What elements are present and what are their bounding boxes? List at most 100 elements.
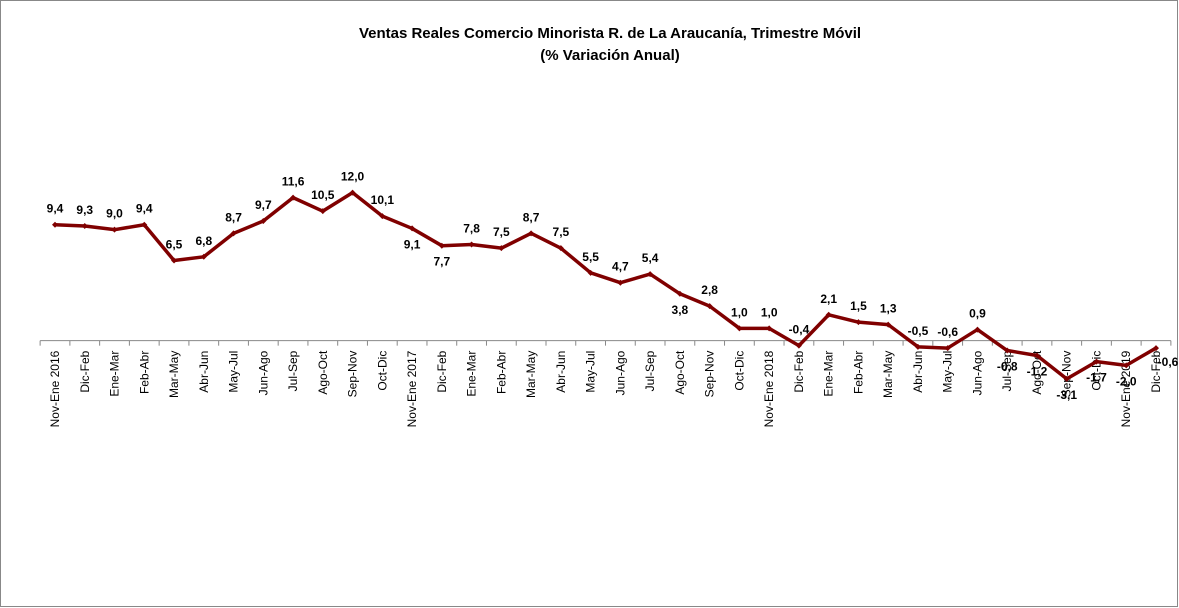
marker	[587, 269, 594, 276]
x-tick-label: Nov-Ene 2016	[48, 350, 62, 427]
x-tick-label: Dic-Feb	[435, 350, 449, 392]
marker	[706, 303, 713, 310]
marker	[974, 326, 981, 333]
x-tick-label: Abr-Jun	[911, 351, 925, 393]
data-label: 9,0	[106, 207, 123, 221]
data-label: 10,1	[371, 193, 395, 207]
x-tick-label: May-Jul	[941, 351, 955, 393]
x-tick-label: Oct-Dic	[732, 351, 746, 391]
marker	[52, 221, 58, 228]
marker	[557, 245, 564, 252]
data-label: 10,5	[311, 188, 335, 202]
data-label: 7,7	[433, 255, 450, 269]
x-tick-label: Abr-Jun	[197, 351, 211, 393]
chart-subtitle: (% Variación Anual)	[540, 47, 679, 64]
data-label: 9,4	[47, 202, 64, 216]
data-label: 2,1	[820, 292, 837, 306]
data-label: -0,8	[997, 360, 1018, 374]
x-tick-label: Ene-Mar	[822, 351, 836, 397]
data-label: 5,4	[642, 251, 659, 265]
x-tick-label: Ene-Mar	[108, 351, 122, 397]
data-label: 4,7	[612, 260, 629, 274]
marker	[409, 225, 416, 232]
data-label: -0,6	[937, 325, 958, 339]
x-tick-label: Mar-May	[524, 351, 538, 398]
data-label: 12,0	[341, 170, 365, 184]
marker	[468, 241, 475, 248]
data-label: -0,6	[1158, 355, 1179, 369]
marker	[766, 325, 773, 332]
marker	[171, 257, 178, 264]
chart-title: Ventas Reales Comercio Minorista R. de L…	[359, 25, 861, 42]
x-tick-label: Ago-Oct	[673, 350, 687, 395]
data-label: 8,7	[225, 210, 242, 224]
data-label: 7,5	[493, 225, 510, 239]
marker	[1123, 362, 1130, 369]
x-tick-label: Dic-Feb	[792, 350, 806, 392]
marker	[379, 213, 386, 220]
x-tick-label: Feb-Abr	[851, 351, 865, 394]
marker	[1093, 358, 1100, 365]
x-tick-label: Jul-Sep	[286, 350, 300, 391]
marker	[855, 319, 862, 326]
marker	[885, 321, 892, 328]
marker	[81, 222, 88, 229]
x-tick-label: Feb-Abr	[494, 351, 508, 394]
marker	[736, 325, 743, 332]
x-tick-label: Ene-Mar	[465, 351, 479, 397]
x-tick-label: Sep-Nov	[346, 351, 360, 398]
x-tick-label: Mar-May	[881, 351, 895, 398]
x-tick-label: Abr-Jun	[554, 351, 568, 393]
data-label: 0,9	[969, 307, 986, 321]
marker	[914, 343, 921, 350]
marker	[617, 279, 624, 286]
marker	[1004, 347, 1011, 354]
data-label: 7,8	[463, 221, 480, 235]
data-label: 11,6	[282, 175, 305, 189]
x-tick-label: Sep-Nov	[703, 351, 717, 398]
marker	[647, 271, 654, 278]
x-tick-label: Oct-Dic	[375, 351, 389, 391]
data-label: 1,0	[731, 305, 748, 319]
data-label: 9,7	[255, 198, 272, 212]
marker	[200, 253, 207, 260]
x-tick-label: Jun-Ago	[970, 350, 984, 395]
data-label: -0,4	[789, 323, 810, 337]
data-label: 5,5	[582, 250, 599, 264]
marker	[1063, 375, 1070, 382]
marker	[1033, 352, 1040, 359]
x-tick-label: May-Jul	[584, 351, 598, 393]
data-label: 1,0	[761, 305, 778, 319]
data-label: -3,1	[1056, 388, 1077, 402]
x-tick-label: Mar-May	[167, 351, 181, 398]
x-tick-label: Dic-Feb	[1149, 350, 1163, 392]
marker	[111, 226, 118, 233]
data-label: -1,2	[1027, 364, 1048, 378]
data-label: -1,7	[1086, 371, 1107, 385]
marker	[1153, 345, 1159, 352]
x-tick-label: Sep-Nov	[1060, 351, 1074, 398]
data-label: 7,5	[553, 225, 570, 239]
data-label: -2,0	[1116, 374, 1137, 388]
marker	[290, 194, 297, 201]
data-label: 9,3	[76, 203, 93, 217]
data-label: 6,8	[195, 234, 212, 248]
x-tick-label: Ago-Oct	[1030, 350, 1044, 395]
data-label: 1,3	[880, 302, 897, 316]
data-label: 9,4	[136, 202, 153, 216]
marker	[795, 342, 802, 349]
x-tick-label: Ago-Oct	[316, 350, 330, 395]
x-tick-label: Jun-Ago	[256, 350, 270, 395]
x-tick-label: Jul-Sep	[1000, 350, 1014, 391]
marker	[349, 189, 356, 196]
x-tick-label: Nov-Ene 2019	[1119, 350, 1133, 427]
line	[54, 190, 1157, 381]
x-tick-label: Jul-Sep	[643, 350, 657, 391]
data-label: 2,8	[701, 283, 718, 297]
x-tick-label: Nov-Ene 2018	[762, 350, 776, 427]
data-label: 3,8	[672, 303, 689, 317]
data-label: 9,1	[404, 237, 421, 251]
data-label: 1,5	[850, 299, 867, 313]
